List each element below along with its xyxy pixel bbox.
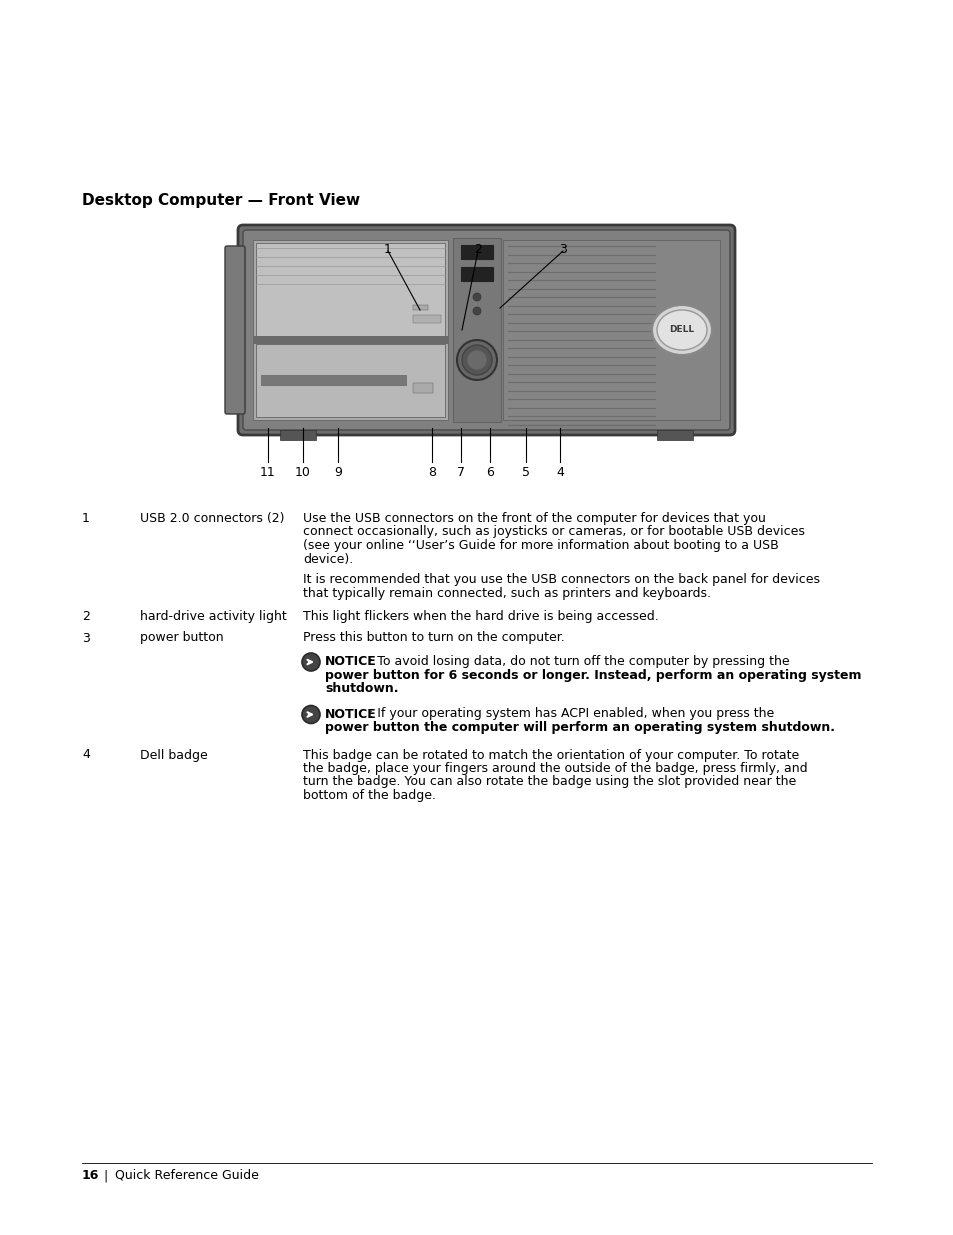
Text: bottom of the badge.: bottom of the badge. <box>303 789 436 802</box>
Text: : To avoid losing data, do not turn off the computer by pressing the: : To avoid losing data, do not turn off … <box>369 655 789 668</box>
Bar <box>453 238 500 422</box>
Text: Use the USB connectors on the front of the computer for devices that you: Use the USB connectors on the front of t… <box>303 513 765 525</box>
Text: NOTICE: NOTICE <box>325 708 376 720</box>
Bar <box>255 345 444 417</box>
Text: device).: device). <box>303 552 353 566</box>
Text: 1: 1 <box>82 513 90 525</box>
Text: 10: 10 <box>294 466 311 479</box>
Text: 4: 4 <box>556 466 563 479</box>
Text: 4: 4 <box>82 748 90 762</box>
Text: 8: 8 <box>428 466 436 479</box>
Bar <box>253 336 448 345</box>
Bar <box>460 245 493 259</box>
Text: power button the computer will perform an operating system shutdown.: power button the computer will perform a… <box>325 721 834 734</box>
Text: shutdown.: shutdown. <box>325 682 398 695</box>
Text: |: | <box>103 1170 107 1182</box>
Bar <box>413 305 428 310</box>
Text: 7: 7 <box>456 466 464 479</box>
Text: 2: 2 <box>82 610 90 622</box>
Text: DELL: DELL <box>669 326 694 335</box>
Text: hard-drive activity light: hard-drive activity light <box>140 610 287 622</box>
Bar <box>502 240 720 420</box>
Text: 5: 5 <box>521 466 530 479</box>
Text: power button: power button <box>140 631 223 645</box>
Text: Desktop Computer — Front View: Desktop Computer — Front View <box>82 193 359 207</box>
Circle shape <box>473 293 480 301</box>
Text: This badge can be rotated to match the orientation of your computer. To rotate: This badge can be rotated to match the o… <box>303 748 799 762</box>
Text: Press this button to turn on the computer.: Press this button to turn on the compute… <box>303 631 564 645</box>
Text: 1: 1 <box>384 243 392 256</box>
Text: that typically remain connected, such as printers and keyboards.: that typically remain connected, such as… <box>303 587 710 599</box>
FancyBboxPatch shape <box>225 246 245 414</box>
Text: : If your operating system has ACPI enabled, when you press the: : If your operating system has ACPI enab… <box>369 708 774 720</box>
Bar <box>460 267 493 282</box>
Text: the badge, place your fingers around the outside of the badge, press firmly, and: the badge, place your fingers around the… <box>303 762 807 776</box>
Text: NOTICE: NOTICE <box>325 655 376 668</box>
Ellipse shape <box>657 310 706 350</box>
FancyBboxPatch shape <box>243 230 729 430</box>
Text: USB 2.0 connectors (2): USB 2.0 connectors (2) <box>140 513 284 525</box>
Circle shape <box>302 653 319 671</box>
Text: turn the badge. You can also rotate the badge using the slot provided near the: turn the badge. You can also rotate the … <box>303 776 796 788</box>
Ellipse shape <box>651 305 711 354</box>
Text: 3: 3 <box>82 631 90 645</box>
Text: 11: 11 <box>260 466 275 479</box>
FancyBboxPatch shape <box>237 225 734 435</box>
Text: 16: 16 <box>82 1170 99 1182</box>
Text: 9: 9 <box>334 466 341 479</box>
Text: Quick Reference Guide: Quick Reference Guide <box>115 1170 258 1182</box>
Text: connect occasionally, such as joysticks or cameras, or for bootable USB devices: connect occasionally, such as joysticks … <box>303 526 804 538</box>
Bar <box>413 383 433 393</box>
Bar <box>280 430 315 440</box>
Text: This light flickers when the hard drive is being accessed.: This light flickers when the hard drive … <box>303 610 659 622</box>
Text: 2: 2 <box>474 243 481 256</box>
Text: 6: 6 <box>485 466 494 479</box>
Text: 3: 3 <box>558 243 566 256</box>
Circle shape <box>473 308 480 315</box>
Circle shape <box>467 350 486 370</box>
Circle shape <box>302 705 319 724</box>
Text: It is recommended that you use the USB connectors on the back panel for devices: It is recommended that you use the USB c… <box>303 573 820 585</box>
Circle shape <box>456 340 497 380</box>
Bar <box>253 240 448 420</box>
Bar <box>255 243 444 336</box>
Bar <box>413 315 440 324</box>
Bar <box>261 375 406 385</box>
Bar <box>657 430 692 440</box>
Text: (see your online ‘‘User’s Guide for more information about booting to a USB: (see your online ‘‘User’s Guide for more… <box>303 538 778 552</box>
Text: Dell badge: Dell badge <box>140 748 208 762</box>
Circle shape <box>461 345 492 375</box>
Text: power button for 6 seconds or longer. Instead, perform an operating system: power button for 6 seconds or longer. In… <box>325 668 861 682</box>
